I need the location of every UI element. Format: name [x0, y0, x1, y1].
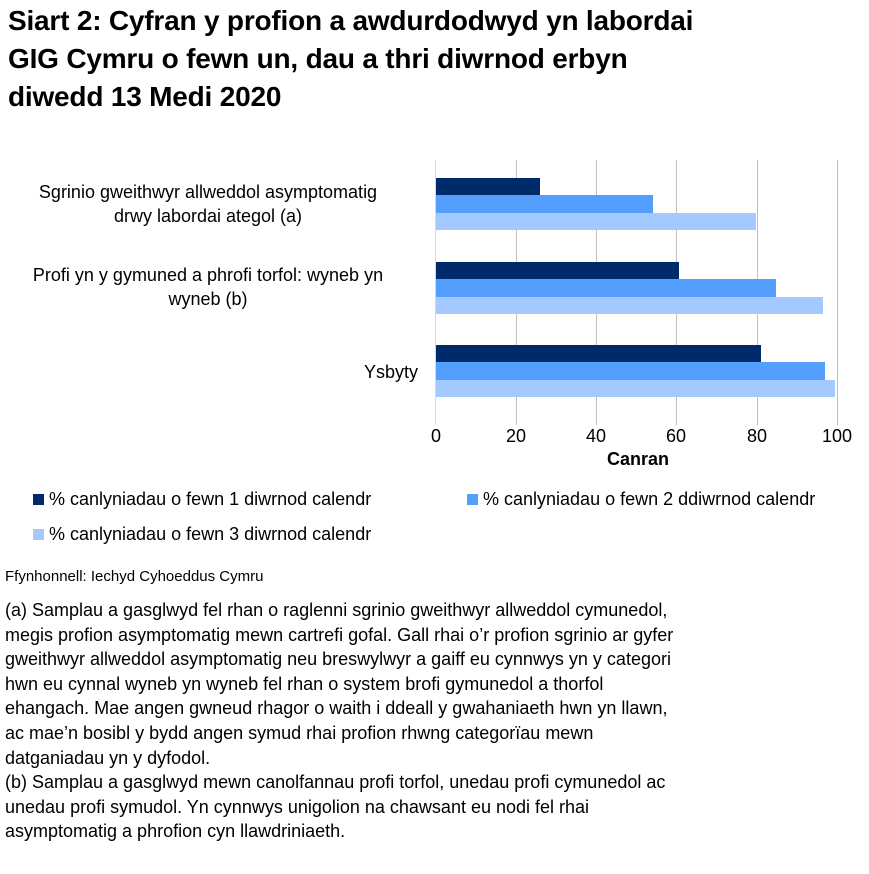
- category-label-line: Profi yn y gymuned a phrofi torfol: wyne…: [32, 265, 384, 285]
- footnote-b-line: (b) Samplau a gasglwyd mewn canolfannau …: [5, 772, 666, 793]
- x-axis-label: Canran: [606, 449, 670, 469]
- legend-item-1-day: % canlyniadau o fewn 1 diwrnod calendr: [33, 488, 371, 510]
- category-label-line: Ysbyty: [363, 362, 418, 382]
- legend-label: % canlyniadau o fewn 1 diwrnod calendr: [49, 489, 372, 509]
- category-label-line: wyneb (b): [168, 289, 248, 309]
- footnotes: (a) Samplau a gasglwyd fel rhan o raglen…: [5, 598, 865, 844]
- legend-item-3-day: % canlyniadau o fewn 3 diwrnod calendr: [33, 523, 371, 545]
- gridline: [837, 160, 838, 425]
- footnote-a-line: gweithwyr allweddol asymptomatig neu bre…: [5, 649, 671, 670]
- legend-item-2-day: % canlyniadau o fewn 2 ddiwrnod calendr: [467, 488, 815, 510]
- bar: [436, 362, 825, 380]
- footnote-a-line: ac mae’n bosibl y bydd angen symud rhai …: [5, 722, 594, 743]
- footnote-a-line: (a) Samplau a gasglwyd fel rhan o raglen…: [5, 600, 668, 620]
- bar: [436, 178, 540, 195]
- bar: [436, 297, 823, 314]
- category-label: Ysbyty: [0, 360, 418, 384]
- category-label-line: Sgrinio gweithwyr allweddol asymptomatig: [38, 182, 378, 202]
- bar-chart: Sgrinio gweithwyr allweddol asymptomatig…: [0, 160, 853, 469]
- footnote-a-line: megis profion asymptomatig mewn cartrefi…: [5, 624, 674, 645]
- bar: [436, 213, 756, 230]
- bar: [436, 262, 679, 279]
- category-label-line: drwy labordai ategol (a): [113, 206, 303, 226]
- legend-swatch-icon: [467, 493, 478, 505]
- bar: [436, 380, 835, 397]
- bar: [436, 195, 653, 213]
- title-line: diwedd 13 Medi 2020: [8, 81, 282, 112]
- title-line: GIG Cymru o fewn un, dau a thri diwrnod …: [8, 43, 628, 74]
- bar: [436, 279, 776, 297]
- x-tick: 0: [430, 426, 441, 446]
- y-axis-line: [435, 160, 436, 425]
- x-tick: 100: [821, 426, 853, 446]
- x-tick: 60: [665, 426, 687, 446]
- footnote-a-line: datganiadau yn y dyfodol.: [5, 747, 211, 768]
- footnote-a-line: hwn eu cynnal wyneb yn wyneb fel rhan o …: [5, 673, 604, 694]
- x-tick: 20: [505, 426, 527, 446]
- legend-label: % canlyniadau o fewn 2 ddiwrnod calendr: [483, 489, 816, 509]
- footnote-b-line: asymptomatig a phrofion cyn llawdriniaet…: [5, 821, 346, 842]
- footnote-b-line: unedau profi symudol. Yn cynnwys unigoli…: [5, 796, 590, 817]
- source-note: Ffynhonnell: Iechyd Cyhoeddus Cymru: [5, 568, 264, 585]
- chart-title: Siart 2: Cyfran y profion a awdurdodwyd …: [8, 2, 858, 116]
- category-label: Profi yn y gymuned a phrofi torfol: wyne…: [0, 263, 418, 311]
- legend-swatch-icon: [33, 493, 44, 505]
- footnote-a-line: ehangach. Mae angen gwneud rhagor o wait…: [5, 698, 668, 719]
- legend-label: % canlyniadau o fewn 3 diwrnod calendr: [49, 524, 372, 544]
- x-tick: 40: [585, 426, 607, 446]
- x-tick: 80: [746, 426, 768, 446]
- legend-swatch-icon: [33, 528, 44, 540]
- bar: [436, 345, 761, 362]
- category-label: Sgrinio gweithwyr allweddol asymptomatig…: [0, 180, 418, 228]
- title-line: Siart 2: Cyfran y profion a awdurdodwyd …: [8, 5, 694, 36]
